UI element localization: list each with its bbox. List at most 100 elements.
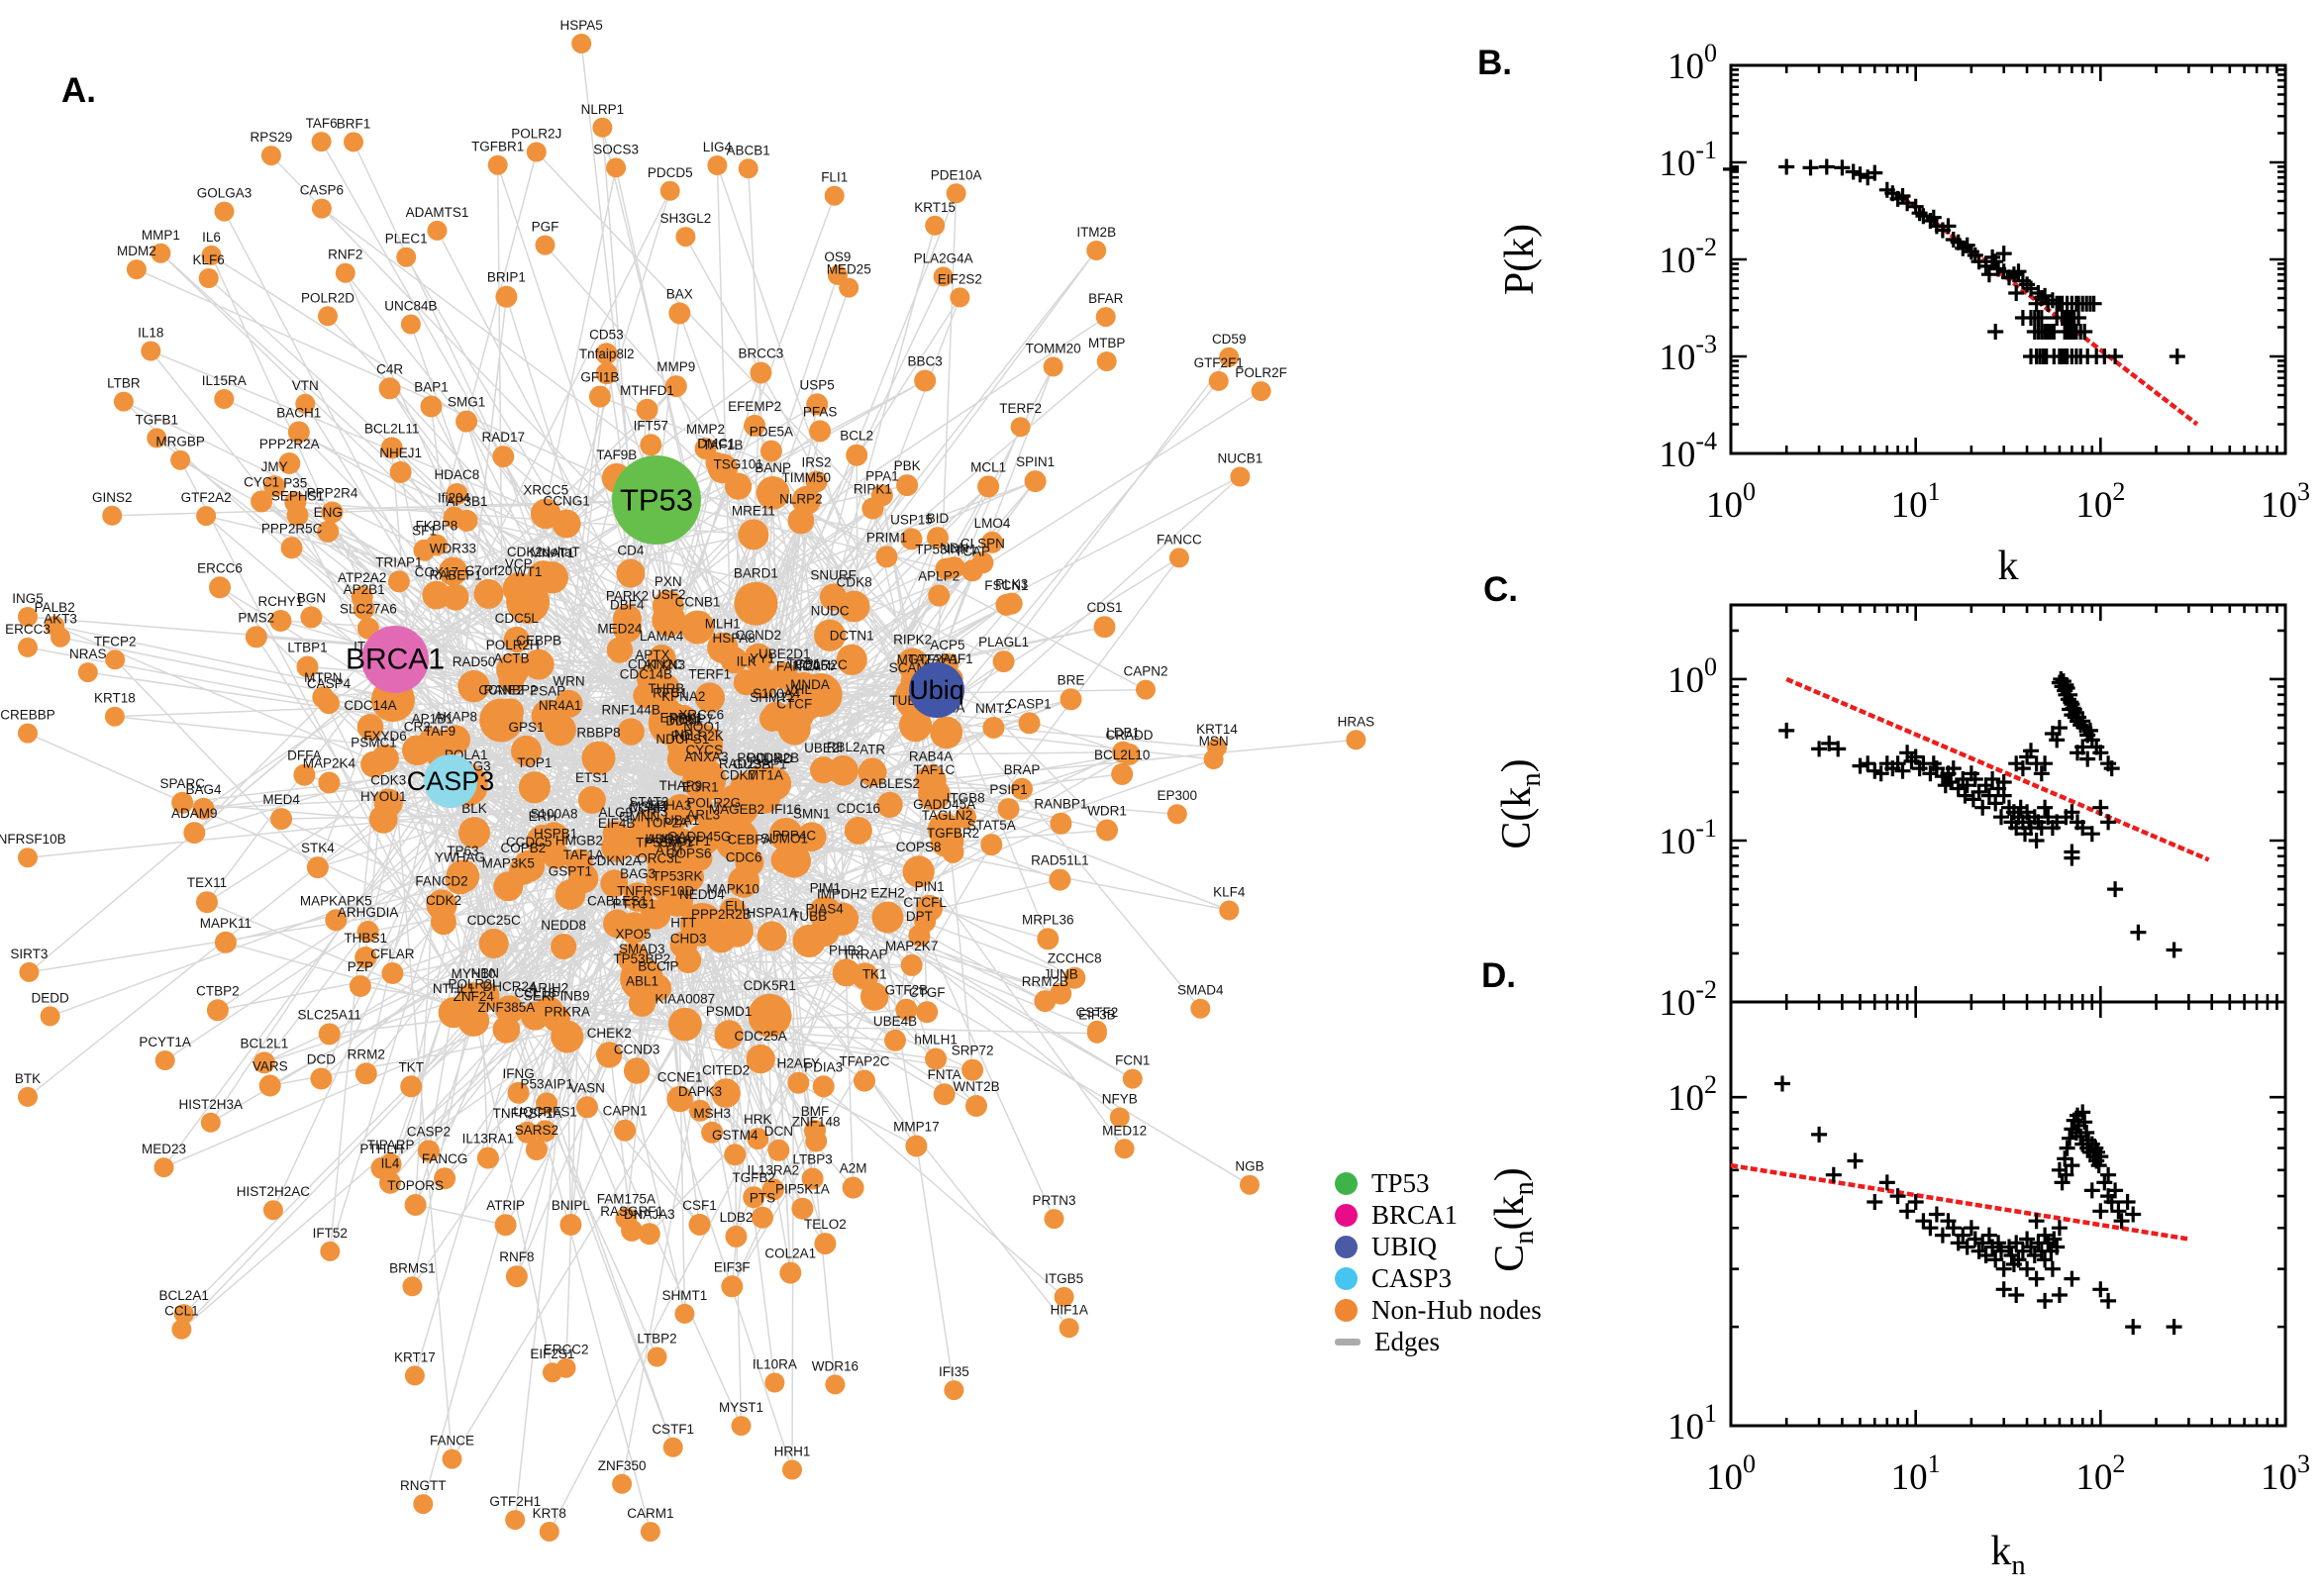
gene-node: [498, 666, 525, 693]
gene-label: ITM2B: [1076, 225, 1116, 240]
gene-label: TP53INP1: [915, 543, 976, 557]
gene-label: NHEJ1: [379, 446, 422, 460]
gene-label: ADAMTS1: [406, 205, 469, 220]
gene-node: [1018, 712, 1041, 735]
gene-label: TGFB1: [136, 412, 179, 427]
gene-node: [523, 648, 555, 680]
gene-node: [536, 1092, 558, 1115]
gene-label: PCYT1A: [139, 1035, 191, 1049]
gene-node: [413, 1494, 434, 1515]
gene-node: [1096, 351, 1117, 371]
gene-label: NGB: [1235, 1159, 1263, 1174]
gene-node: [827, 264, 848, 285]
gene-node: [680, 610, 715, 645]
hub-label-ubiq: Ubiq: [909, 675, 964, 705]
gene-label: CDC25C: [467, 913, 521, 928]
gene-label: IFI16: [770, 802, 801, 817]
gene-node: [950, 287, 970, 308]
gene-label: EIF2S1: [530, 1347, 574, 1361]
gene-label: PPP2R5C: [261, 521, 323, 536]
gene-label: PRTN3: [1032, 1193, 1075, 1208]
gene-label: CDKN2C: [628, 657, 683, 672]
gene-label: XRCC5: [523, 483, 568, 498]
gene-node: [905, 1135, 928, 1157]
gene-label: PTTG1: [613, 896, 656, 911]
gene-node: [525, 1139, 548, 1161]
gene-node: [859, 982, 889, 1011]
gene-node: [565, 848, 593, 877]
gene-node: [577, 786, 606, 814]
gene-node: [914, 910, 937, 933]
gene-node: [746, 1044, 775, 1074]
gene-label: BRF1: [337, 116, 371, 131]
gene-label: KRT14: [1196, 722, 1238, 737]
gene-label: BRIP1: [487, 270, 526, 285]
gene-label: UNC84B: [384, 299, 437, 314]
gene-node: [270, 808, 293, 831]
x-tick-label: 101: [1891, 477, 1941, 526]
fit-line: [1785, 676, 2210, 862]
gene-label: ADAM9: [171, 806, 218, 821]
gene-label: SMAD4: [1177, 983, 1224, 998]
hub-node-ubiq: [909, 662, 964, 718]
gene-node: [214, 201, 235, 222]
gene-label: FKBP8: [416, 519, 458, 534]
gene-node: [360, 750, 387, 778]
gene-node: [928, 584, 951, 607]
x-tick-label: 103: [2261, 1449, 2310, 1498]
gene-node: [613, 604, 642, 634]
gene-label: XPO5: [615, 927, 651, 942]
gene-label: CCNB1: [675, 595, 721, 610]
gene-node: [278, 452, 301, 474]
gene-node: [768, 818, 803, 851]
gene-label: CDC6: [726, 850, 762, 865]
gene-node: [648, 673, 680, 705]
gene-label: P35: [283, 475, 307, 490]
gene-label: CYCS: [685, 743, 723, 757]
gene-label: NLRP1: [581, 102, 625, 117]
gene-node: [200, 1112, 221, 1133]
gene-label: CTGF: [909, 985, 946, 1000]
gene-label: CDC5L: [495, 611, 540, 626]
gene-label: POLR2I: [448, 977, 495, 992]
gene-label: MTHFD1: [620, 383, 674, 398]
gene-node: [731, 1416, 752, 1437]
gene-label: UBE2I: [804, 741, 843, 755]
gene-node: [258, 1074, 281, 1097]
gene-label: AP2B1: [344, 582, 385, 597]
gene-label: PSIP1: [989, 782, 1027, 797]
gene-label: RAD17: [482, 430, 526, 445]
gene-label: CDK7: [720, 768, 756, 783]
gene-node: [1054, 1286, 1074, 1307]
gene-node: [379, 1152, 402, 1175]
gene-label: MED25: [827, 262, 871, 277]
gene-label: PDIA3: [804, 1059, 843, 1074]
gene-label: MTBP: [1088, 336, 1126, 350]
gene-node: [750, 361, 772, 384]
gene-label: PDCD5: [648, 165, 693, 180]
gene-label: USP5: [800, 377, 835, 392]
gene-label: PIN1: [915, 879, 945, 894]
gene-label: NUDC: [811, 604, 850, 619]
gene-label: CCND3: [614, 1042, 660, 1056]
gene-label: NUCB1: [1218, 451, 1263, 466]
gene-node: [555, 689, 583, 718]
gene-node: [616, 558, 646, 588]
gene-label: EIF4B: [598, 816, 636, 831]
gene-node: [711, 1078, 741, 1108]
legend-item-non-hub-nodes: Non-Hub nodes: [1335, 1295, 1542, 1325]
legend-dot-icon: [1335, 1204, 1358, 1227]
gene-label: PIP5K1A: [775, 1182, 830, 1197]
gene-label: TOPORS: [387, 1178, 444, 1193]
hub-node-brca1: [361, 626, 429, 693]
gene-node: [791, 485, 821, 516]
gene-node: [814, 1233, 837, 1255]
gene-label: CD53: [589, 327, 624, 342]
gene-node: [961, 1058, 984, 1081]
gene-label: RBBP7: [669, 712, 713, 727]
gene-node: [368, 804, 398, 834]
gene-label: S100A8: [530, 806, 577, 821]
gene-label: LTBP1: [287, 641, 327, 655]
gene-label: MRE11: [732, 503, 775, 518]
gene-label: PALB2: [35, 600, 75, 615]
